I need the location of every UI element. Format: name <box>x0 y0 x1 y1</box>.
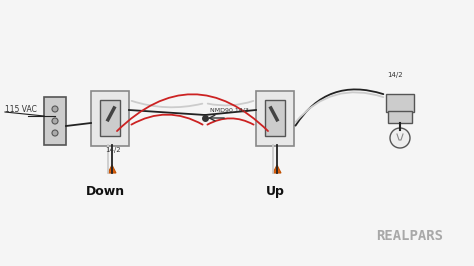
Polygon shape <box>108 165 116 173</box>
Text: Down: Down <box>85 185 125 198</box>
Text: 14/2: 14/2 <box>105 147 121 153</box>
Bar <box>256 90 294 146</box>
Text: NMD90 14/3: NMD90 14/3 <box>210 107 249 112</box>
Bar <box>91 90 129 146</box>
Bar <box>388 111 412 123</box>
Circle shape <box>52 130 58 136</box>
Text: 115 VAC: 115 VAC <box>5 105 37 114</box>
Bar <box>100 100 120 136</box>
Bar <box>386 94 414 112</box>
Circle shape <box>52 118 58 124</box>
Circle shape <box>52 106 58 112</box>
Circle shape <box>390 128 410 148</box>
Text: 14/2: 14/2 <box>387 72 403 78</box>
Polygon shape <box>273 165 281 173</box>
Text: Up: Up <box>265 185 284 198</box>
Bar <box>264 100 285 136</box>
Text: REALPARS: REALPARS <box>376 229 444 243</box>
Bar <box>44 97 66 145</box>
